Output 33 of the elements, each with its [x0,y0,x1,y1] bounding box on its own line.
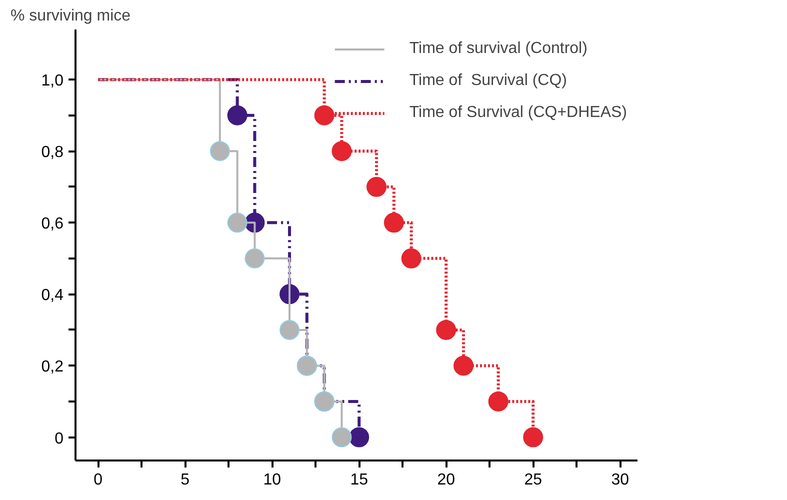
point [227,105,248,126]
x-tick-label: 30 [611,472,630,488]
point [401,248,422,268]
y-axis-title: % surviving mice [10,8,131,24]
point [332,141,352,162]
point [314,105,334,126]
y-tick-label: 0 [54,430,64,448]
point [384,212,404,233]
point [244,248,265,268]
x-tick-label: 20 [437,472,456,488]
point [523,427,544,448]
y-tick-label: 1,0 [41,72,64,90]
point [488,392,508,412]
legend-label: Time of survival (Control) [409,40,588,58]
x-tick-label: 25 [524,472,542,488]
y-tick-label: 0,4 [41,287,64,304]
legend-label: Time of Survival (CQ+DHEAS) [409,104,627,122]
point [349,427,370,448]
point [210,141,230,162]
point [454,356,474,376]
point [280,320,300,340]
x-tick-label: 10 [263,472,282,488]
legend-label: Time of Survival (CQ) [409,72,567,90]
y-tick-label: 0,2 [41,358,64,376]
y-tick-label: 0,6 [41,216,64,233]
x-tick-label: 15 [350,472,368,488]
point [366,176,387,197]
point [332,427,352,448]
point [227,212,248,233]
x-tick-label: 0 [94,472,103,488]
point [436,320,456,340]
x-tick-label: 5 [180,472,190,488]
y-tick-label: 0,8 [41,144,64,162]
